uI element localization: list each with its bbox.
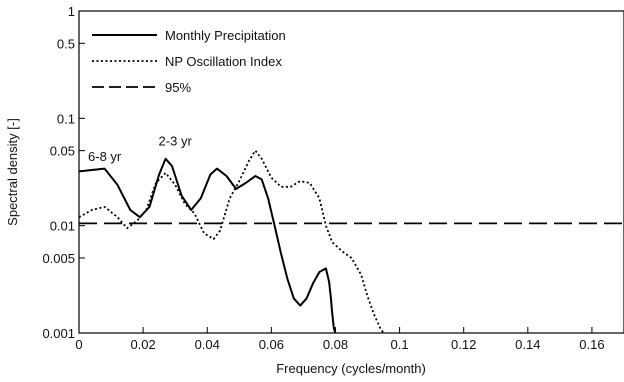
series-line-1 bbox=[78, 149, 385, 334]
x-tick-label: 0 bbox=[75, 337, 82, 352]
y-tick-label: 0.1 bbox=[57, 111, 75, 126]
series-layer bbox=[78, 149, 624, 334]
x-tick-label: 0.1 bbox=[391, 337, 409, 352]
annotation-label: 6-8 yr bbox=[88, 149, 122, 164]
x-tick-label: 0.12 bbox=[451, 337, 476, 352]
y-tick-label: 1 bbox=[68, 4, 75, 19]
y-tick-label: 0.01 bbox=[50, 219, 75, 234]
x-tick-label: 0.04 bbox=[195, 337, 220, 352]
y-tick-label: 0.005 bbox=[42, 251, 75, 266]
legend-label: Monthly Precipitation bbox=[165, 28, 286, 43]
plot-frame bbox=[78, 10, 624, 334]
x-tick-label: 0.06 bbox=[259, 337, 284, 352]
legend-label: 95% bbox=[165, 80, 191, 95]
x-tick-label: 0.08 bbox=[323, 337, 348, 352]
legend: Monthly Precipitation NP Oscillation Inde… bbox=[92, 28, 286, 95]
x-tick-label: 0.16 bbox=[579, 337, 604, 352]
y-tick-label: 0.5 bbox=[57, 36, 75, 51]
x-axis-title: Frequency (cycles/month) bbox=[276, 361, 426, 376]
x-tick-label: 0.14 bbox=[515, 337, 540, 352]
annotations: 6-8 yr 2-3 yr bbox=[88, 133, 192, 164]
y-tick-label: 0.05 bbox=[50, 144, 75, 159]
x-tick-label: 0.02 bbox=[130, 337, 155, 352]
series-line-0 bbox=[78, 157, 337, 334]
y-axis-title: Spectral density [-] bbox=[5, 118, 20, 226]
annotation-label: 2-3 yr bbox=[159, 133, 193, 148]
axis-ticks: 0 0.02 0.04 0.06 0.08 0.1 0.12 0.14 0.16 0.001 0.0… bbox=[42, 4, 604, 352]
y-tick-label: 0.001 bbox=[42, 326, 75, 341]
legend-label: NP Oscillation Index bbox=[165, 54, 282, 69]
